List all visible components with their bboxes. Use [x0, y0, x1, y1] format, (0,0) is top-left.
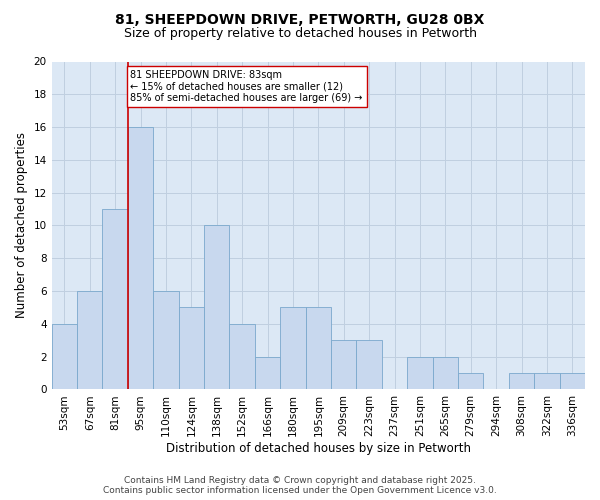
- Bar: [407, 356, 433, 390]
- Bar: [52, 324, 77, 390]
- Bar: [534, 373, 560, 390]
- Bar: [128, 127, 153, 390]
- Bar: [356, 340, 382, 390]
- Bar: [331, 340, 356, 390]
- Text: Size of property relative to detached houses in Petworth: Size of property relative to detached ho…: [124, 28, 476, 40]
- Bar: [153, 291, 179, 390]
- Bar: [509, 373, 534, 390]
- Text: 81 SHEEPDOWN DRIVE: 83sqm
← 15% of detached houses are smaller (12)
85% of semi-: 81 SHEEPDOWN DRIVE: 83sqm ← 15% of detac…: [130, 70, 363, 103]
- Text: 81, SHEEPDOWN DRIVE, PETWORTH, GU28 0BX: 81, SHEEPDOWN DRIVE, PETWORTH, GU28 0BX: [115, 12, 485, 26]
- Bar: [77, 291, 103, 390]
- Bar: [458, 373, 484, 390]
- Bar: [280, 308, 305, 390]
- Bar: [103, 209, 128, 390]
- X-axis label: Distribution of detached houses by size in Petworth: Distribution of detached houses by size …: [166, 442, 471, 455]
- Y-axis label: Number of detached properties: Number of detached properties: [15, 132, 28, 318]
- Bar: [204, 226, 229, 390]
- Bar: [255, 356, 280, 390]
- Bar: [229, 324, 255, 390]
- Bar: [433, 356, 458, 390]
- Bar: [179, 308, 204, 390]
- Bar: [560, 373, 585, 390]
- Bar: [305, 308, 331, 390]
- Text: Contains HM Land Registry data © Crown copyright and database right 2025.
Contai: Contains HM Land Registry data © Crown c…: [103, 476, 497, 495]
